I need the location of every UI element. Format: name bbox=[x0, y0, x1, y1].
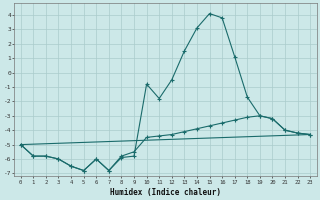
X-axis label: Humidex (Indice chaleur): Humidex (Indice chaleur) bbox=[110, 188, 221, 197]
